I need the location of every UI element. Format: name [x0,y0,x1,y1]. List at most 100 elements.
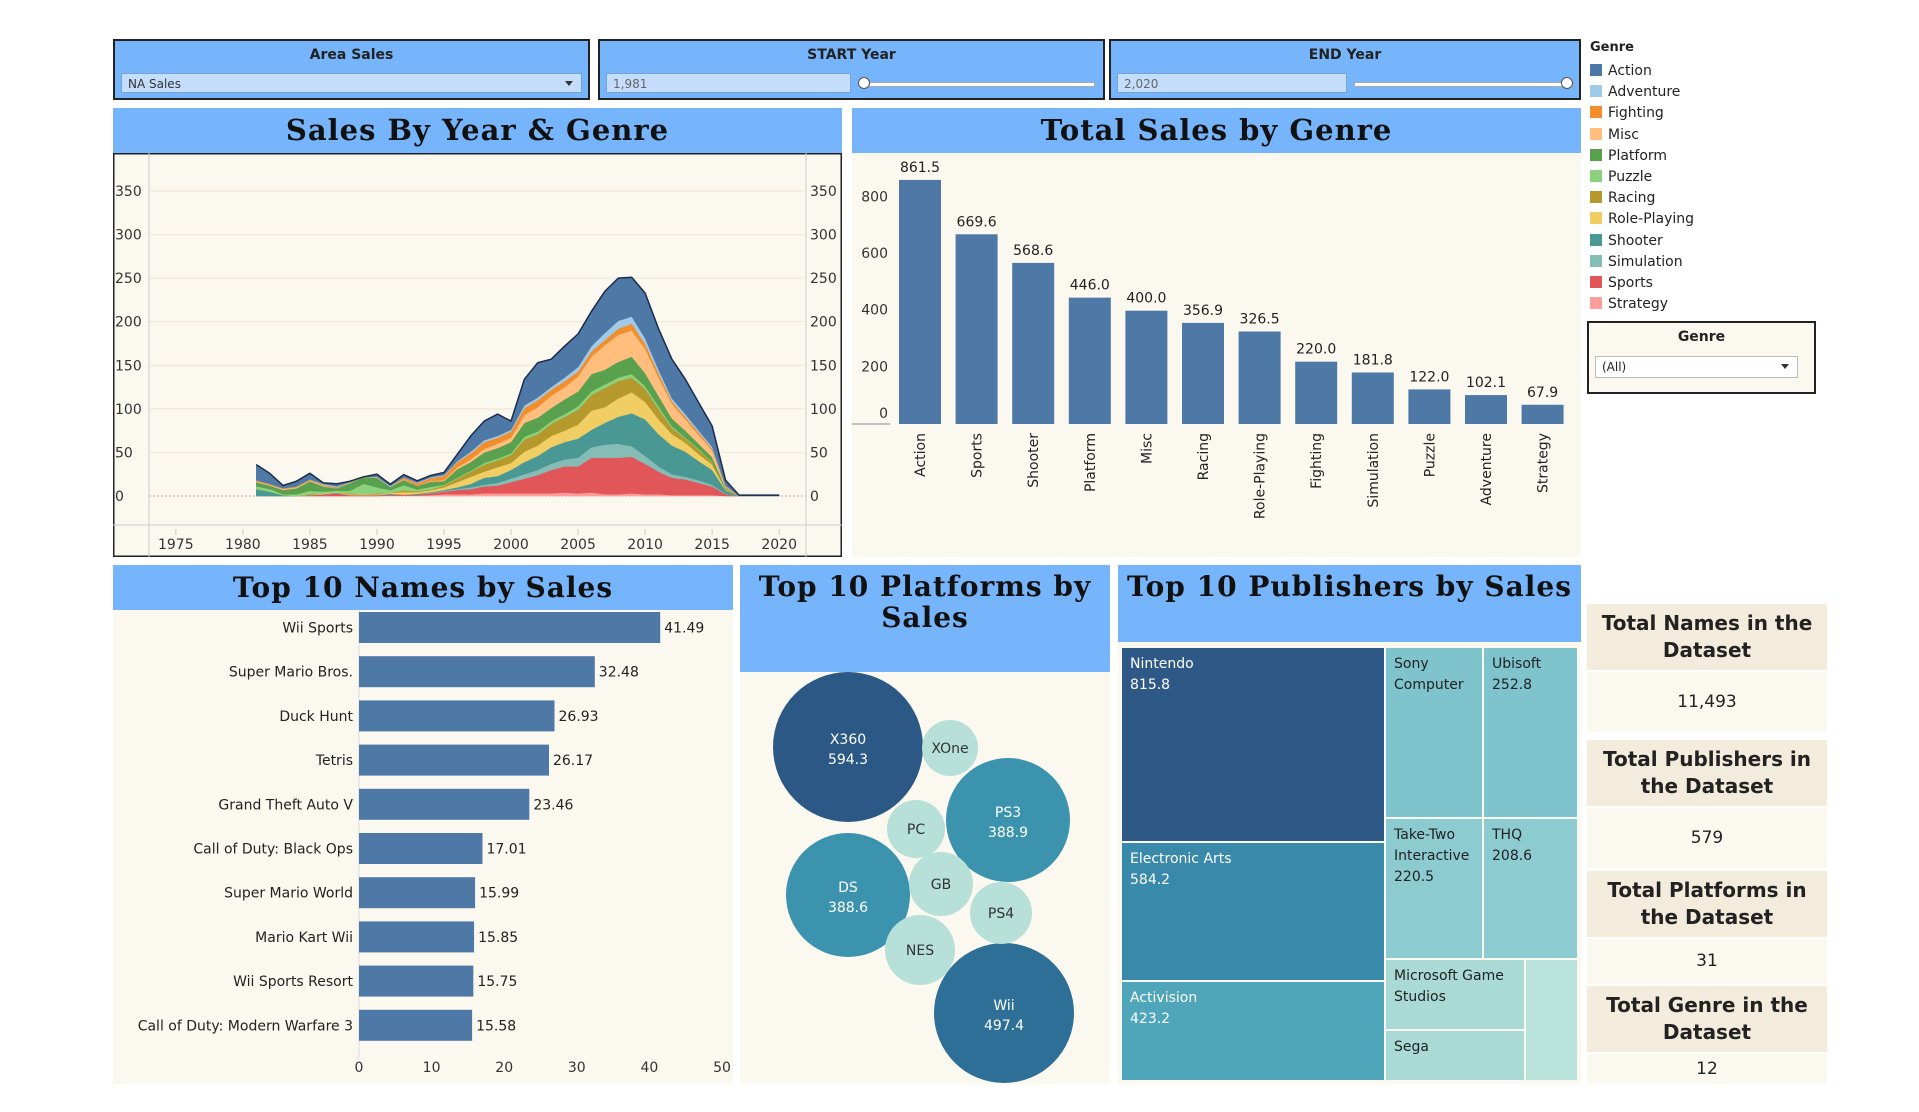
start-year-track[interactable] [858,82,1095,87]
bubble-label: PS3 [995,805,1021,821]
bubble-pc[interactable] [887,800,945,858]
legend-item-racing[interactable]: Racing [1590,188,1655,208]
start-year-slider-handle[interactable] [858,77,870,89]
bar-call-of-duty-black-ops[interactable] [359,833,483,864]
y-tick-label-right: 50 [810,445,828,461]
treemap-cell-ubisoft[interactable]: Ubisoft 252.8 [1484,648,1577,817]
bubble-gb[interactable] [909,852,973,916]
bar-super-mario-bros[interactable] [359,656,595,688]
bar-value-label: 26.17 [553,753,593,769]
treemap-value: 584.2 [1130,872,1171,888]
bar-value-label: 122.0 [1409,369,1449,385]
bar-mario-kart-wii[interactable] [359,921,475,953]
bar-misc[interactable] [1125,310,1168,424]
bubble-nes[interactable] [885,915,955,985]
legend-swatch [1590,64,1602,76]
bar-value-label: 326.5 [1240,311,1280,327]
category-label: Tetris [315,753,353,769]
bubble-wii[interactable] [934,943,1074,1083]
legend-item-role-playing[interactable]: Role-Playing [1590,209,1694,229]
bar-adventure[interactable] [1465,395,1507,424]
bar-action[interactable] [899,179,941,424]
treemap-label: THQ [1492,827,1523,843]
legend-item-action[interactable]: Action [1590,61,1652,81]
bar-value-label: 41.49 [664,621,704,637]
treemap-cell-sony-computer[interactable]: Sony Computer [1386,648,1482,817]
bubble-value: 497.4 [984,1018,1024,1034]
x-tick-label: Misc [1139,433,1155,464]
bubble-x360[interactable] [773,672,923,822]
bar-role-playing[interactable] [1238,331,1281,424]
end-year-track[interactable] [1354,82,1571,87]
treemap-cell-activision[interactable]: Activision 423.2 [1122,982,1384,1080]
y-tick-label-right: 0 [810,489,819,505]
treemap-cell-microsoft-game-studios[interactable]: Microsoft Game Studios [1386,960,1524,1029]
legend-label: Racing [1608,190,1656,207]
x-tick-label: Simulation [1366,433,1382,508]
bubble-ps4[interactable] [970,882,1032,944]
chevron-down-icon [1781,364,1789,369]
legend-item-simulation[interactable]: Simulation [1590,252,1683,272]
end-year-input[interactable]: 2,020 [1117,73,1347,93]
bar-sports[interactable] [955,234,998,424]
bar-platform[interactable] [1068,297,1111,424]
treemap-cell-take-two-interactive[interactable]: Take-Two Interactive 220.5 [1386,819,1482,958]
names-chart-panel: Wii Sports 41.49 Super Mario Bros. 32.48 Duc… [113,610,733,1084]
bar-value-label: 568.6 [1013,243,1053,259]
legend-item-fighting[interactable]: Fighting [1590,103,1664,123]
treemap-cell-nintendo[interactable]: Nintendo 815.8 [1122,648,1384,841]
bar-duck-hunt[interactable] [359,700,555,732]
treemap-cell-thq[interactable]: THQ 208.6 [1484,819,1577,958]
legend-label: Misc [1608,126,1639,143]
y-tick-label-left: 100 [115,402,142,418]
area-sales-dropdown[interactable]: NA Sales [121,73,582,93]
treemap-cell-sega[interactable]: Sega [1386,1031,1524,1080]
bar-strategy[interactable] [1521,404,1564,424]
genre-dropdown[interactable]: (All) [1595,356,1798,378]
treemap-value: 208.6 [1492,848,1533,864]
bubble-ds[interactable] [786,833,910,957]
bubble-xone[interactable] [922,720,978,776]
area-chart-title: Sales By Year & Genre [113,108,842,153]
bar-value-label: 446.0 [1070,278,1110,294]
treemap-cell-electronic-arts[interactable]: Electronic Arts 584.2 [1122,843,1384,980]
x-tick-label: 2010 [627,537,663,553]
bar-super-mario-world[interactable] [359,877,476,909]
legend-item-adventure[interactable]: Adventure [1590,82,1680,102]
bubble-value: 388.9 [988,825,1028,841]
legend-item-platform[interactable]: Platform [1590,146,1667,166]
x-tick-label: 1995 [426,537,462,553]
category-label: Duck Hunt [279,709,353,725]
bar-grand-theft-auto-v[interactable] [359,788,530,820]
treemap-value: 423.2 [1130,1011,1171,1027]
bar-wii-sports[interactable] [359,612,661,643]
legend-item-misc[interactable]: Misc [1590,125,1639,145]
legend-item-strategy[interactable]: Strategy [1590,294,1668,314]
end-year-slider-handle[interactable] [1561,77,1573,89]
genre-chart-title: Total Sales by Genre [852,108,1581,153]
genre-filter-title: Genre [1677,329,1726,345]
x-tick-label: 40 [640,1060,658,1076]
kpi-publishers-label: Total Publishers in the Dataset [1587,740,1827,806]
bubble-ps3[interactable] [946,758,1070,882]
start-year-input[interactable]: 1,981 [606,73,851,93]
x-tick-label: Role-Playing [1253,433,1269,519]
bar-simulation[interactable] [1351,372,1394,424]
bar-call-of-duty-modern-warfare-3[interactable] [359,1009,473,1041]
bar-shooter[interactable] [1012,262,1055,424]
bar-wii-sports-resort[interactable] [359,965,474,997]
area-sales-title: Area Sales [309,47,394,63]
bar-tetris[interactable] [359,744,549,776]
y-tick-label-right: 250 [810,271,837,287]
category-label: Mario Kart Wii [255,930,353,946]
bar-puzzle[interactable] [1408,389,1451,424]
genre-bar-chart: 0 200 400 600 800 861.5 Action 669.6 Sports 568.6… [852,160,1564,519]
bar-fighting[interactable] [1295,361,1338,424]
legend-item-puzzle[interactable]: Puzzle [1590,167,1652,187]
bubble-value: 388.6 [828,900,868,916]
bar-racing[interactable] [1182,322,1224,424]
legend-item-shooter[interactable]: Shooter [1590,231,1663,251]
legend-item-sports[interactable]: Sports [1590,273,1653,293]
treemap-cell-other[interactable] [1526,960,1577,1080]
bar-value-label: 102.1 [1466,375,1506,391]
